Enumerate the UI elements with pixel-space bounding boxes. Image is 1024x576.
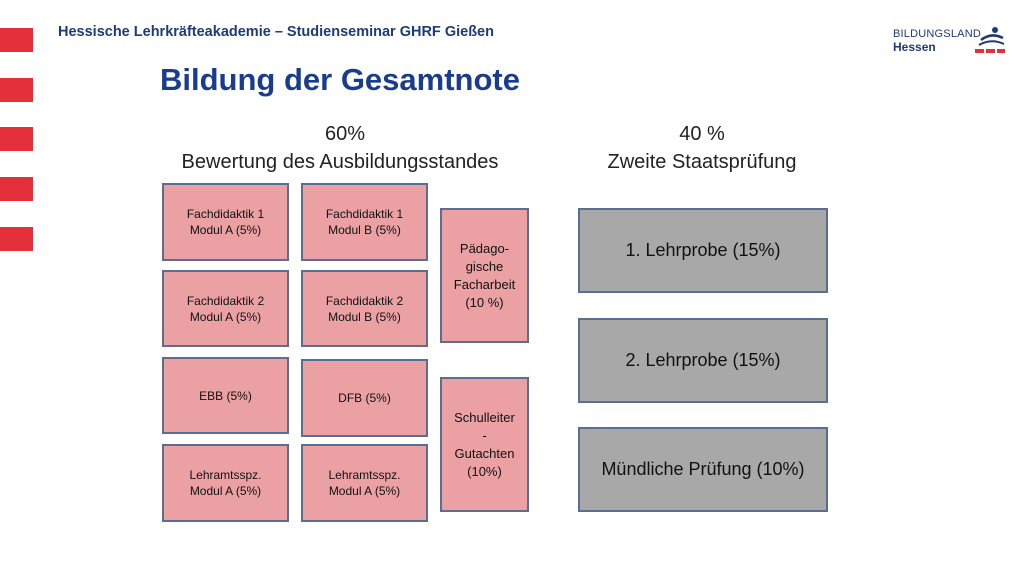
logo-text-line2: Hessen: [893, 40, 936, 54]
module-box-facharbeit: Pädago- gische Facharbeit (10 %): [440, 208, 529, 343]
decor-bar-3: [0, 127, 33, 151]
module-box-schulleiter: Schulleiter - Gutachten (10%): [440, 377, 529, 512]
module-box-label: DFB (5%): [338, 391, 391, 405]
slide-title: Bildung der Gesamtnote: [160, 62, 520, 97]
exam-box-lehrprobe-2: 2. Lehrprobe (15%): [578, 318, 828, 403]
module-box-label: Lehramtsspz. Modul A (5%): [328, 468, 401, 498]
exam-box-label: 1. Lehrprobe (15%): [625, 240, 781, 260]
decor-bar-4: [0, 177, 33, 201]
right-percent: 40 %: [679, 123, 725, 145]
exam-box-label: 2. Lehrprobe (15%): [625, 350, 781, 370]
module-box-ls-a-1: Lehramtsspz. Modul A (5%): [162, 444, 289, 522]
module-box-ls-a-2: Lehramtsspz. Modul A (5%): [301, 444, 428, 522]
module-box-label: Fachdidaktik 2 Modul A (5%): [186, 293, 265, 324]
header-institution: Hessische Lehrkräfteakademie – Studiense…: [58, 24, 494, 40]
left-percent: 60%: [324, 123, 366, 145]
exam-box-muendliche-pruefung: Mündliche Prüfung (10%): [578, 427, 828, 512]
module-box-fd1-a: Fachdidaktik 1 Modul A (5%): [162, 183, 289, 261]
module-box-label: Fachdidaktik 1 Modul A (5%): [186, 207, 265, 237]
logo-text-line1: BILDUNGSLAND: [893, 28, 981, 40]
left-label: Bewertung des Ausbildungsstandes: [181, 151, 499, 173]
decor-bar-2: [0, 78, 33, 102]
right-label: Zweite Staatsprüfung: [607, 151, 797, 173]
module-box-fd1-b: Fachdidaktik 1 Modul B (5%): [301, 183, 428, 261]
module-box-label: Fachdidaktik 1 Modul B (5%): [325, 207, 404, 237]
module-box-label: EBB (5%): [199, 388, 252, 403]
module-box-label: Fachdidaktik 2 Modul B (5%): [325, 293, 404, 324]
module-box-fd2-b: Fachdidaktik 2 Modul B (5%): [301, 270, 428, 347]
module-box-label: Pädago- gische Facharbeit (10 %): [453, 240, 516, 310]
exam-box-lehrprobe-1: 1. Lehrprobe (15%): [578, 208, 828, 293]
exam-box-label: Mündliche Prüfung (10%): [601, 459, 805, 479]
module-box-label: Lehramtsspz. Modul A (5%): [189, 468, 262, 498]
module-box-label: Schulleiter - Gutachten (10%): [454, 409, 515, 479]
module-box-dfb: DFB (5%): [301, 359, 428, 437]
decor-bar-1: [0, 28, 33, 52]
decor-bar-5: [0, 227, 33, 251]
logo-figure-icon: [975, 27, 1005, 53]
module-box-ebb: EBB (5%): [162, 357, 289, 434]
module-box-fd2-a: Fachdidaktik 2 Modul A (5%): [162, 270, 289, 347]
bildungsland-hessen-logo: BILDUNGSLAND Hessen: [893, 26, 1005, 56]
